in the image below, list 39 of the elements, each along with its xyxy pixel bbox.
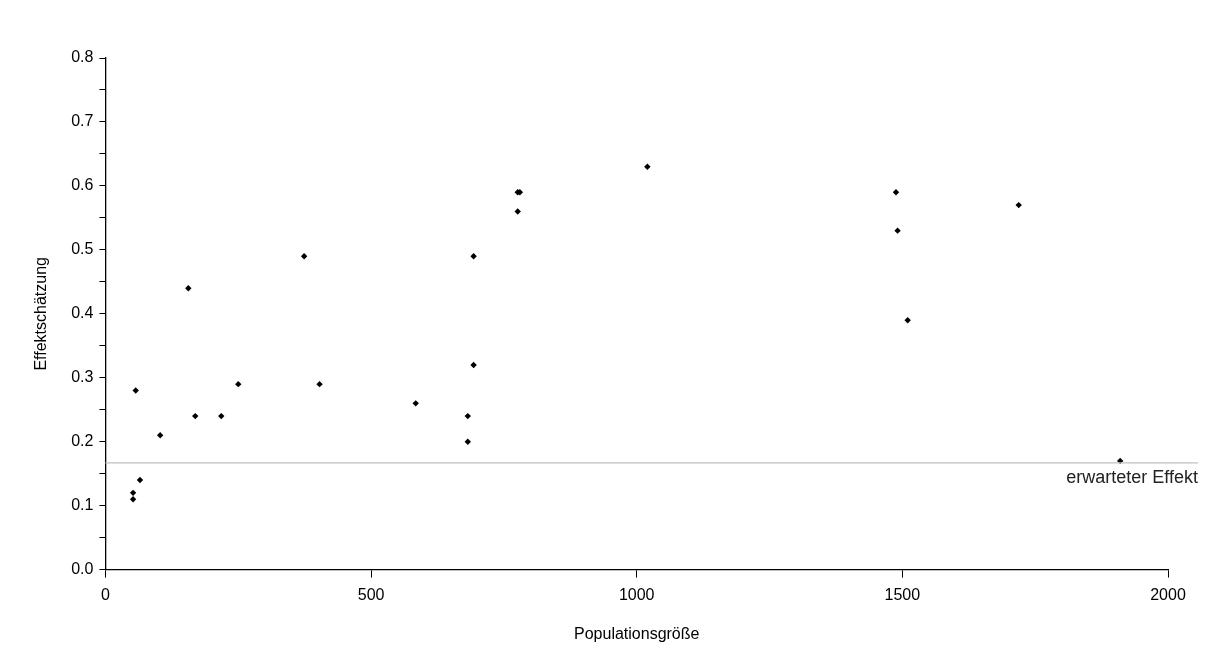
point	[156, 432, 164, 439]
point	[894, 227, 901, 234]
y-tick-label: 0.0	[71, 560, 94, 578]
point	[644, 163, 651, 170]
y-tick-label: 0.2	[71, 432, 94, 450]
x-tick-label: 0	[100, 585, 110, 603]
point	[136, 476, 144, 484]
point	[316, 380, 323, 388]
y-tick-label: 0.5	[71, 240, 94, 258]
y-axis-title: Effektschätzung	[32, 257, 50, 371]
y-tick-label: 0.4	[71, 304, 94, 322]
point	[412, 400, 419, 407]
x-tick-label: 1500	[884, 585, 921, 603]
y-tick-label: 0.7	[71, 112, 94, 130]
x-tick-label: 2000	[1150, 585, 1186, 603]
y-tick-label: 0.8	[71, 48, 94, 66]
ref-line-label: erwarteter Effekt	[1066, 466, 1198, 487]
point	[192, 412, 199, 420]
point	[514, 208, 521, 215]
point	[129, 496, 137, 503]
point	[218, 412, 225, 420]
point	[132, 387, 139, 394]
x-axis-title: Populationsgröße	[574, 624, 700, 642]
point	[464, 438, 471, 445]
point	[185, 285, 192, 292]
point	[904, 317, 911, 324]
point	[235, 380, 242, 388]
x-tick-label: 1000	[618, 585, 655, 603]
y-tick-label: 0.6	[71, 176, 94, 194]
x-tick-label: 500	[357, 585, 385, 603]
point	[470, 361, 477, 369]
y-tick-label: 0.3	[71, 368, 94, 386]
point	[1015, 201, 1022, 209]
y-tick-label: 0.1	[71, 496, 94, 514]
point	[300, 253, 308, 260]
point	[464, 412, 471, 420]
point	[129, 489, 137, 497]
point	[892, 189, 900, 196]
point	[470, 253, 477, 260]
